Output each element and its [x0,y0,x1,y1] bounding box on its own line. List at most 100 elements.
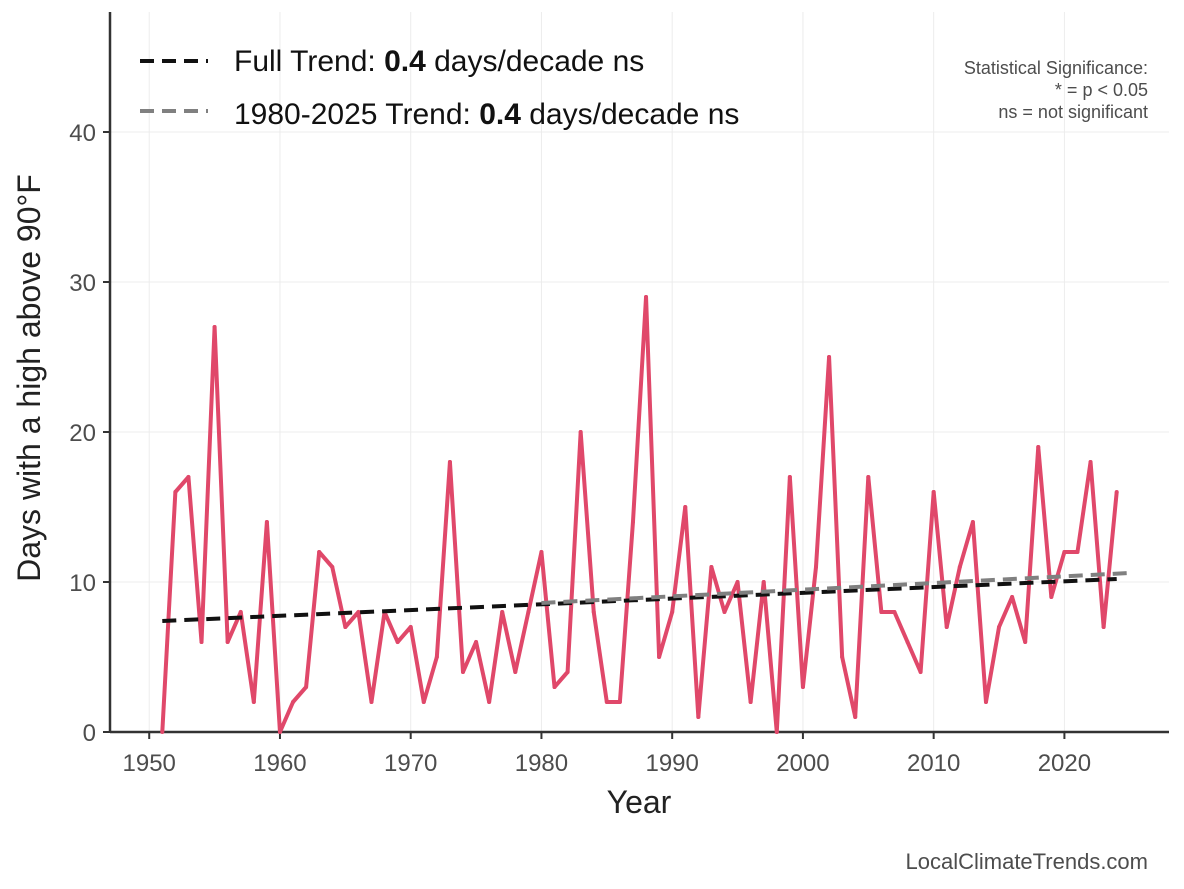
data-point-1989 [657,655,662,659]
data-point-2017 [1023,640,1028,644]
series-points [160,295,1119,734]
y-tick-label-40: 40 [69,120,96,147]
data-point-2003 [840,655,845,659]
data-point-2000 [800,685,805,689]
x-tick-label-1950: 1950 [123,750,176,777]
data-point-2019 [1049,595,1054,599]
data-point-1966 [356,610,361,614]
data-point-1996 [748,700,753,704]
data-point-2002 [827,355,832,359]
data-point-2005 [866,475,871,479]
data-point-2022 [1088,460,1093,464]
data-point-1956 [225,640,230,644]
data-point-1985 [604,700,609,704]
data-point-1982 [565,670,570,674]
y-tick-label-30: 30 [69,270,96,297]
data-point-1986 [617,700,622,704]
data-point-1958 [251,700,256,704]
x-tick-label-2010: 2010 [907,750,960,777]
significance-note-p-value: * = p < 0.05 [1055,80,1148,100]
y-tick-label-0: 0 [83,720,96,747]
data-point-2011 [944,625,949,629]
data-point-1964 [330,565,335,569]
data-point-1991 [683,505,688,509]
data-point-1953 [186,475,191,479]
data-point-1981 [552,685,557,689]
data-point-2001 [814,565,818,569]
y-tick-label-10: 10 [69,570,96,597]
data-point-1999 [787,475,792,479]
source-credit: LocalClimateTrends.com [906,849,1149,874]
data-point-1997 [761,580,766,584]
data-point-2009 [918,670,923,674]
data-point-2014 [983,700,988,704]
x-tick-label-1990: 1990 [645,750,698,777]
data-point-1993 [709,565,714,569]
data-point-1957 [238,610,243,614]
data-point-1959 [264,520,269,524]
data-point-1983 [578,430,583,434]
data-point-1977 [500,610,505,614]
data-point-1961 [291,700,296,704]
data-point-2023 [1101,625,1106,629]
data-point-1971 [421,700,426,704]
significance-note: Statistical Significance: * = p < 0.05 n… [964,58,1148,122]
data-point-1998 [774,730,779,734]
data-point-1954 [199,640,204,644]
data-point-1984 [591,610,596,614]
x-tick-label-1970: 1970 [384,750,437,777]
data-point-2013 [970,520,975,524]
data-point-1975 [474,640,479,644]
data-point-1974 [461,670,465,674]
data-point-1962 [304,685,309,689]
trend-line-full [162,577,1117,623]
legend: Full Trend: 0.4 days/decade ns 1980-2025… [140,45,739,131]
data-point-1992 [696,715,701,719]
legend-label-1980-2025-trend: 1980-2025 Trend: 0.4 days/decade ns [234,98,739,131]
data-point-2015 [997,625,1002,629]
legend-label-full-trend: Full Trend: 0.4 days/decade ns [234,45,644,78]
y-tick-label-20: 20 [69,420,96,447]
data-point-1978 [513,670,518,674]
data-point-1988 [644,295,649,299]
series-line-days-above-90 [160,295,1119,734]
data-point-1987 [630,520,635,524]
data-point-2004 [853,715,858,719]
data-point-1965 [343,625,348,629]
x-tick-label-1980: 1980 [515,750,568,777]
data-point-1967 [369,700,374,704]
data-point-1951 [160,730,165,734]
data-point-1976 [487,700,492,704]
data-point-2006 [879,610,884,614]
data-point-2018 [1036,445,1041,449]
data-point-1980 [539,550,544,554]
data-point-1972 [434,655,439,659]
x-axis-ticks: 1950 1960 1970 1980 1990 2000 2010 2020 [123,732,1091,777]
significance-note-ns: ns = not significant [998,102,1148,122]
data-point-2024 [1114,490,1119,494]
data-point-1955 [212,325,217,329]
data-point-2007 [892,610,897,614]
data-point-2020 [1062,550,1067,554]
data-point-1979 [526,610,531,614]
data-point-1973 [447,460,452,464]
data-point-2021 [1075,550,1080,554]
y-axis-title: Days with a high above 90°F [11,174,47,582]
data-point-2008 [905,640,910,644]
x-tick-label-1960: 1960 [253,750,306,777]
data-point-1994 [722,610,727,614]
y-axis-ticks: 0 10 20 30 40 [69,120,110,747]
significance-note-title: Statistical Significance: [964,58,1148,78]
data-point-2016 [1010,595,1015,599]
data-point-1970 [408,625,413,629]
data-point-2012 [957,565,962,569]
data-point-1963 [317,550,322,554]
data-point-1960 [277,730,282,734]
trend-line-1980-2025 [541,571,1130,605]
x-tick-label-2000: 2000 [776,750,829,777]
data-point-2010 [931,490,936,494]
x-axis-title: Year [607,784,672,820]
x-tick-label-2020: 2020 [1038,750,1091,777]
data-point-1969 [395,640,400,644]
